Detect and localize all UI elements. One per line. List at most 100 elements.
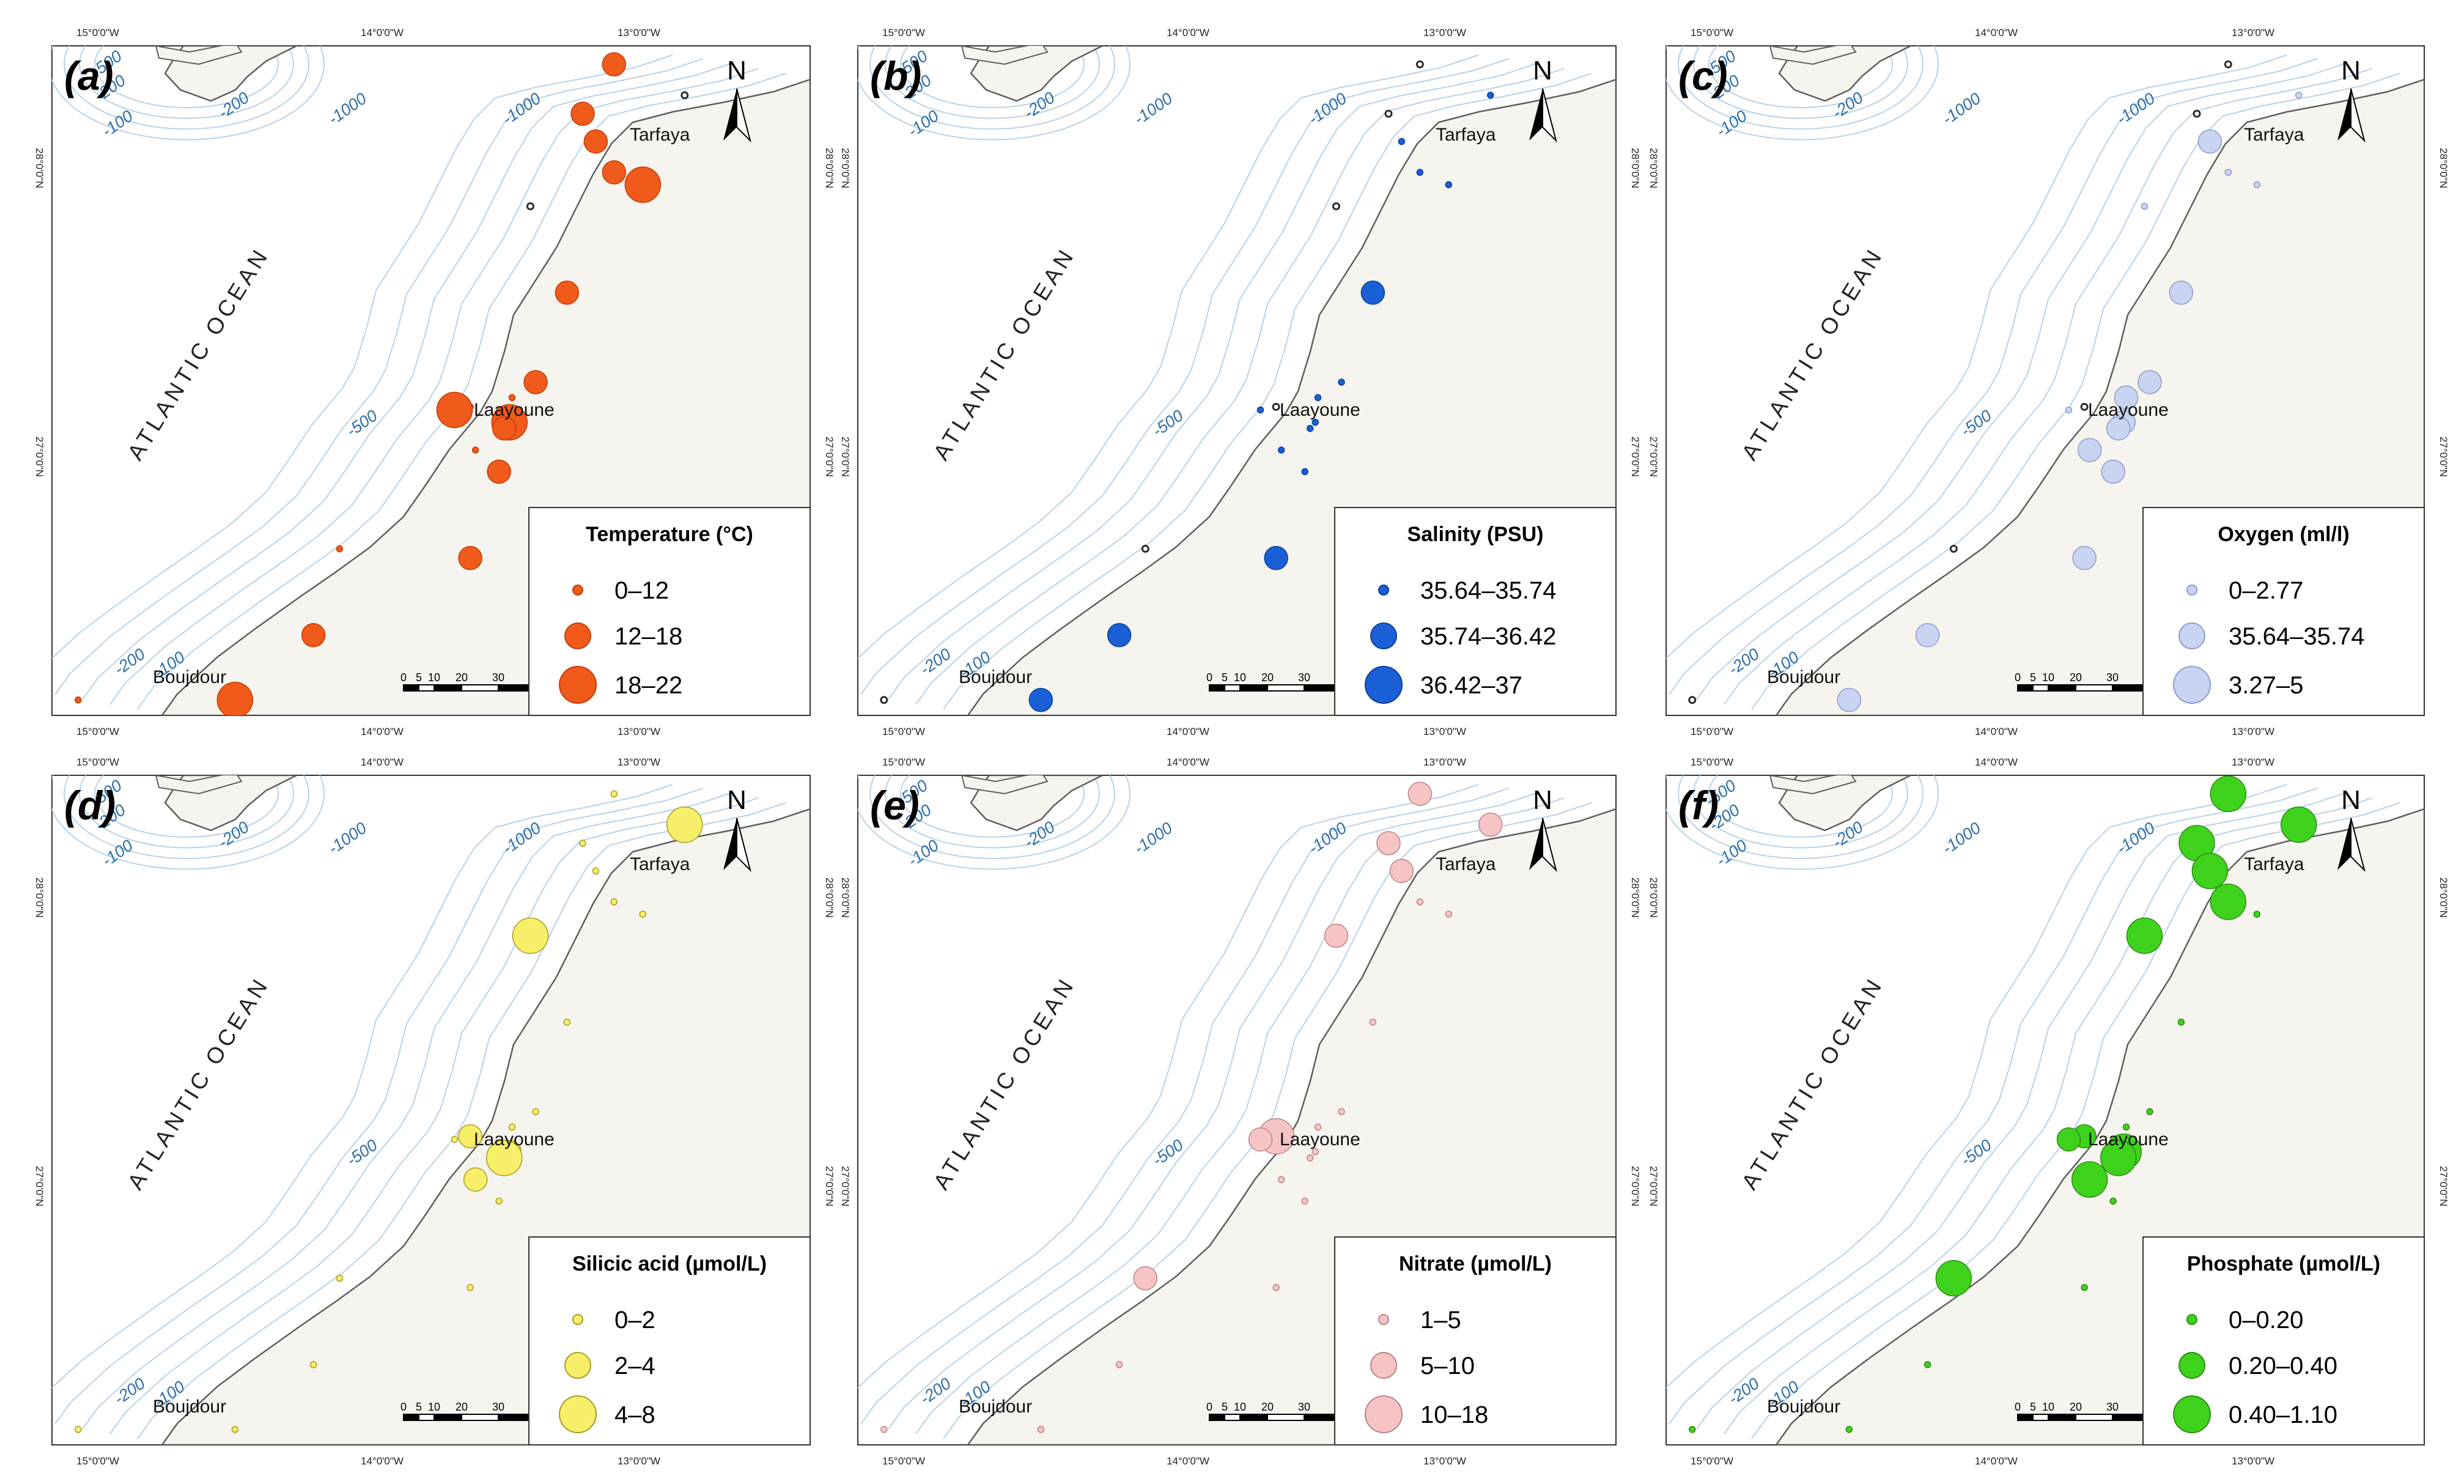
scale-bar-segment — [2048, 1414, 2076, 1421]
scale-bar-segment — [433, 684, 462, 692]
legend-b: Salinity (PSU) 35.64–35.74 35.74–36.42 36.4… — [1334, 507, 1617, 716]
longitude-label: 13°0'0"W — [2232, 27, 2274, 39]
station-marker — [336, 1274, 344, 1282]
north-arrow-right — [2350, 88, 2366, 143]
city-label-boujdour: Boujdour — [959, 667, 1032, 687]
isobath-line — [943, 802, 1592, 1439]
legend-a: Temperature (°C) 0–12 12–18 18–22 — [528, 507, 811, 716]
scale-bar-tick: 0 — [1206, 1401, 1212, 1413]
north-arrow: N — [723, 785, 751, 873]
station-marker — [1314, 394, 1322, 402]
station-marker — [602, 160, 627, 185]
station-empty-marker — [880, 696, 888, 704]
scale-bar-segment — [2032, 684, 2049, 692]
city-label-tarfaya: Tarfaya — [1436, 125, 1496, 145]
station-marker — [495, 1197, 503, 1205]
latitude-label: 28°0'0"N — [824, 877, 835, 918]
station-marker — [467, 1283, 474, 1291]
isobath-line — [1724, 68, 2373, 705]
station-marker — [2224, 169, 2232, 176]
north-arrow-label: N — [1533, 785, 1552, 815]
island-isobath — [900, 46, 1085, 108]
island-isobath — [94, 775, 279, 838]
scale-bar-segment — [1224, 684, 1241, 692]
legend-class-label: 36.42–37 — [1420, 672, 1522, 699]
scale-bar-tick: 0 — [400, 1401, 407, 1413]
longitude-label: 14°0'0"W — [1167, 1455, 1209, 1467]
scale-bar-segment — [418, 684, 435, 692]
longitude-label: 15°0'0"W — [882, 756, 925, 768]
city-label-tarfaya: Tarfaya — [630, 854, 690, 874]
longitude-label: 15°0'0"W — [1691, 1455, 1733, 1467]
station-marker — [1107, 623, 1132, 648]
station-marker — [1689, 1426, 1696, 1433]
station-empty-marker — [2080, 402, 2089, 411]
longitude-label: 13°0'0"W — [1423, 756, 1466, 768]
legend-symbol — [564, 622, 591, 649]
station-marker — [880, 1426, 888, 1433]
city-label-laayoune: Laayoune — [474, 1129, 555, 1150]
longitude-label: 14°0'0"W — [1975, 756, 2018, 768]
legend-symbol — [1365, 1395, 1403, 1433]
scale-bar-tick: 0 — [2015, 1401, 2021, 1413]
scale-bar-segment — [2017, 1414, 2034, 1421]
longitude-label: 15°0'0"W — [882, 27, 925, 39]
longitude-label: 14°0'0"W — [1167, 27, 1209, 39]
scale-bar-tick: 30 — [492, 671, 504, 684]
scale-bar-tick: 30 — [1298, 671, 1310, 684]
legend-title: Silicic acid (µmol/L) — [572, 1252, 767, 1275]
scale-bar-segment — [461, 1414, 499, 1421]
station-empty-marker — [1384, 109, 1393, 118]
north-arrow-left — [1529, 818, 1543, 870]
island-isobath — [1678, 775, 1924, 859]
station-marker — [2253, 181, 2261, 188]
isobath-line — [860, 58, 1510, 695]
scale-bar-segment — [2075, 684, 2113, 692]
longitude-label: 14°0'0"W — [1975, 726, 2018, 737]
north-arrow-label: N — [1533, 56, 1552, 86]
legend-symbol — [564, 1352, 591, 1379]
station-marker — [1369, 1018, 1377, 1026]
panel-f: -500-200-100-200 -1000-1000-500-200 -100AT… — [1665, 775, 2425, 1445]
isobath-line — [1696, 792, 2345, 1430]
longitude-label: 15°0'0"W — [882, 726, 925, 737]
scale-bar-tick: 5 — [1222, 671, 1228, 684]
city-label-laayoune: Laayoune — [474, 400, 555, 420]
island — [961, 775, 1049, 795]
station-marker — [2138, 370, 2162, 394]
island-isobath — [1693, 46, 1908, 119]
station-marker — [508, 1123, 516, 1131]
station-marker — [492, 416, 517, 441]
longitude-label: 13°0'0"W — [618, 1455, 660, 1467]
scale-bar-tick: 10 — [428, 1401, 440, 1413]
station-marker — [1301, 468, 1308, 476]
scale-bar-segment — [1267, 684, 1305, 692]
station-marker — [1324, 923, 1349, 948]
latitude-label: 27°0'0"N — [1648, 437, 1659, 477]
legend-symbol — [2173, 666, 2211, 704]
isobath-line — [54, 58, 704, 695]
island-isobath — [1666, 46, 1939, 141]
scale-bar-segment — [2075, 1414, 2113, 1421]
station-marker — [1845, 1426, 1853, 1433]
isobath-line — [52, 54, 673, 659]
station-marker — [1487, 91, 1494, 99]
scale-bar-tick: 0 — [1206, 671, 1212, 684]
station-marker — [1445, 181, 1453, 188]
scale-bar-tick: 30 — [492, 1401, 504, 1413]
legend-f: Phosphate (µmol/L) 0–0.20 0.20–0.40 0.40–1.… — [2142, 1236, 2425, 1445]
isobath-line — [888, 63, 1537, 700]
north-arrow-right — [2350, 818, 2366, 873]
isobath-line — [943, 73, 1592, 710]
scale-bar-tick: 30 — [2106, 1401, 2119, 1413]
island-isobath — [885, 46, 1100, 119]
station-marker — [2146, 1108, 2153, 1115]
isobath-line — [137, 802, 786, 1439]
island-isobath — [869, 775, 1115, 859]
station-marker — [1306, 424, 1314, 432]
north-arrow-left — [723, 89, 737, 141]
latitude-label: 27°0'0"N — [824, 1166, 835, 1206]
station-marker — [1301, 1197, 1308, 1205]
station-marker — [2077, 438, 2102, 462]
